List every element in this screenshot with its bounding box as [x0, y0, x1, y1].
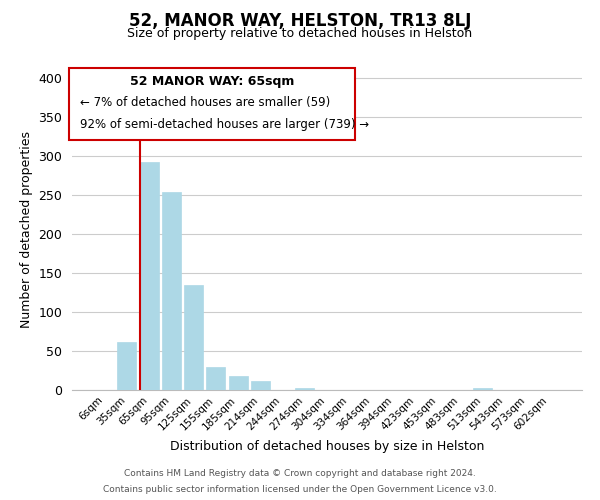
Y-axis label: Number of detached properties: Number of detached properties [20, 132, 33, 328]
X-axis label: Distribution of detached houses by size in Helston: Distribution of detached houses by size … [170, 440, 484, 453]
Bar [295, 388, 314, 390]
Bar [184, 286, 203, 390]
Bar [229, 376, 248, 390]
Bar [140, 162, 158, 390]
Bar [162, 192, 181, 390]
Bar [118, 342, 136, 390]
Text: Contains public sector information licensed under the Open Government Licence v3: Contains public sector information licen… [103, 485, 497, 494]
Text: Size of property relative to detached houses in Helston: Size of property relative to detached ho… [127, 28, 473, 40]
Text: 92% of semi-detached houses are larger (739) →: 92% of semi-detached houses are larger (… [80, 118, 369, 131]
Text: 52, MANOR WAY, HELSTON, TR13 8LJ: 52, MANOR WAY, HELSTON, TR13 8LJ [129, 12, 471, 30]
Text: Contains HM Land Registry data © Crown copyright and database right 2024.: Contains HM Land Registry data © Crown c… [124, 468, 476, 477]
Bar [251, 380, 270, 390]
Bar [206, 366, 225, 390]
Text: ← 7% of detached houses are smaller (59): ← 7% of detached houses are smaller (59) [80, 96, 330, 108]
FancyBboxPatch shape [70, 68, 355, 140]
Bar [473, 388, 492, 390]
Text: 52 MANOR WAY: 65sqm: 52 MANOR WAY: 65sqm [130, 75, 295, 88]
